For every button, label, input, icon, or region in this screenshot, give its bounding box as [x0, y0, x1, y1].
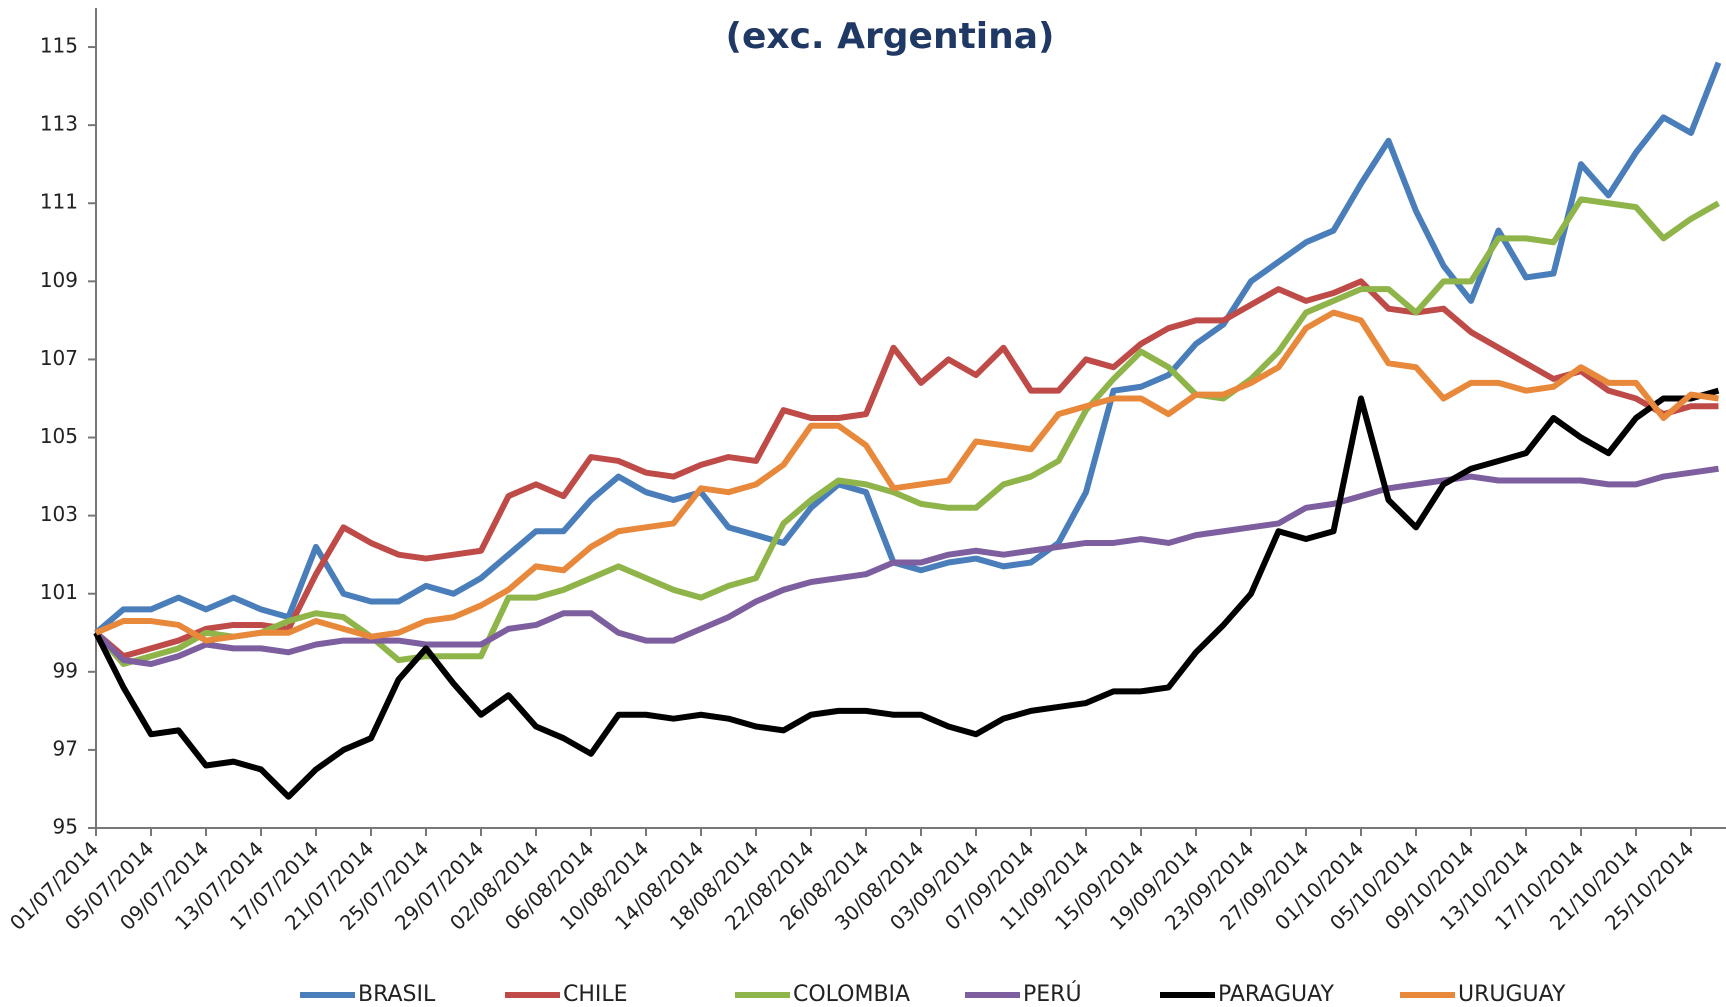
y-tick-label: 101	[40, 580, 78, 604]
chart-title: (exc. Argentina)	[726, 16, 1055, 57]
legend-label: URUGUAY	[1458, 982, 1566, 1007]
series-line	[93, 196, 1720, 667]
y-tick-label: 103	[40, 502, 78, 526]
y-tick-label: 113	[40, 112, 78, 136]
y-tick-label: 95	[53, 815, 78, 839]
y-tick-label: 99	[53, 658, 78, 682]
legend-label: COLOMBIA	[793, 982, 910, 1007]
y-tick-label: 115	[40, 34, 78, 58]
y-tick-label: 107	[40, 346, 78, 370]
y-tick-label: 109	[40, 268, 78, 292]
series-line	[94, 309, 1719, 644]
y-tick-label: 105	[40, 424, 78, 448]
legend: BRASIL CHILE COLOMBIA PERÚ PARAGUAY URUGUAY	[300, 981, 1566, 1007]
series-line	[94, 61, 1722, 636]
series-line	[93, 387, 1720, 800]
y-tick-label: 111	[40, 190, 78, 214]
legend-label: PARAGUAY	[1218, 982, 1334, 1007]
legend-label: BRASIL	[358, 982, 436, 1007]
legend-label: CHILE	[563, 982, 628, 1007]
y-tick-label: 97	[53, 736, 78, 760]
legend-label: PERÚ	[1023, 981, 1082, 1007]
series-line	[94, 278, 1719, 660]
